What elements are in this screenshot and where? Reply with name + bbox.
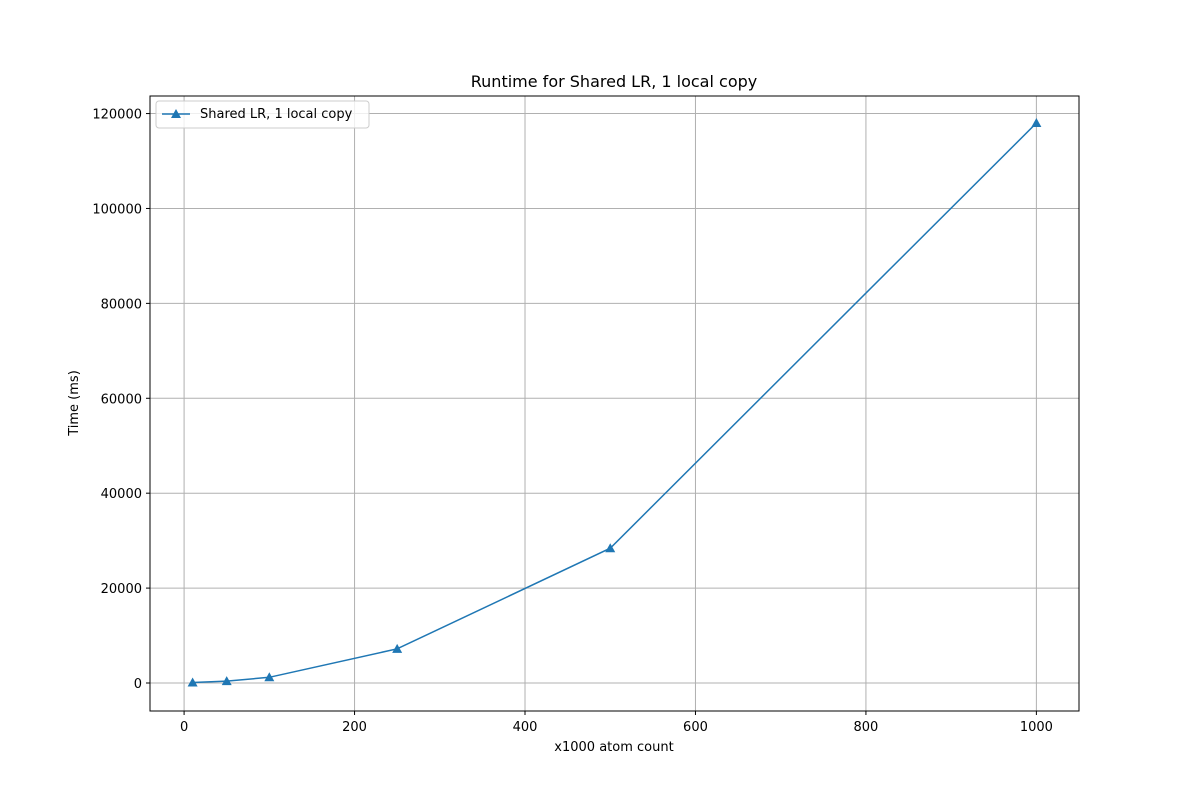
data-point-marker	[264, 672, 275, 682]
data-point-marker	[221, 676, 232, 686]
legend-box	[155, 100, 370, 129]
y-tick-label: 80000	[101, 297, 142, 312]
x-tick-label: 600	[683, 720, 708, 735]
series-line	[192, 122, 1037, 684]
y-tick-label: 60000	[101, 392, 142, 407]
data-point-marker	[187, 677, 198, 687]
legend-label: Shared LR, 1 local copy	[200, 107, 353, 122]
x-tick-label: 1000	[1020, 720, 1053, 735]
legend: Shared LR, 1 local copy	[155, 100, 370, 129]
data-point-marker	[1031, 118, 1042, 128]
legend-triangle-marker	[171, 109, 181, 118]
x-axis-label: x1000 atom count	[554, 740, 673, 755]
data-point-marker	[392, 643, 403, 653]
data-point-marker	[605, 543, 616, 553]
x-tick-label: 400	[513, 720, 538, 735]
grid-lines	[150, 96, 1079, 711]
plot-area-frame	[149, 95, 1080, 712]
y-tick-label: 120000	[92, 108, 142, 123]
x-axis-ticks: 0 200 400 600 800 1000	[180, 711, 1053, 735]
y-tick-label: 40000	[101, 487, 142, 502]
y-tick-label: 20000	[101, 582, 142, 597]
y-axis-ticks: 0 20000 40000 60000 80000 100000 120000	[92, 108, 150, 692]
y-tick-label: 0	[134, 677, 142, 692]
data-series	[187, 118, 1042, 687]
y-axis-label: Time (ms)	[67, 370, 82, 437]
x-tick-label: 200	[342, 720, 367, 735]
x-tick-label: 0	[180, 720, 188, 735]
y-tick-label: 100000	[92, 202, 142, 217]
x-tick-label: 800	[854, 720, 879, 735]
chart-title: Runtime for Shared LR, 1 local copy	[471, 72, 757, 91]
